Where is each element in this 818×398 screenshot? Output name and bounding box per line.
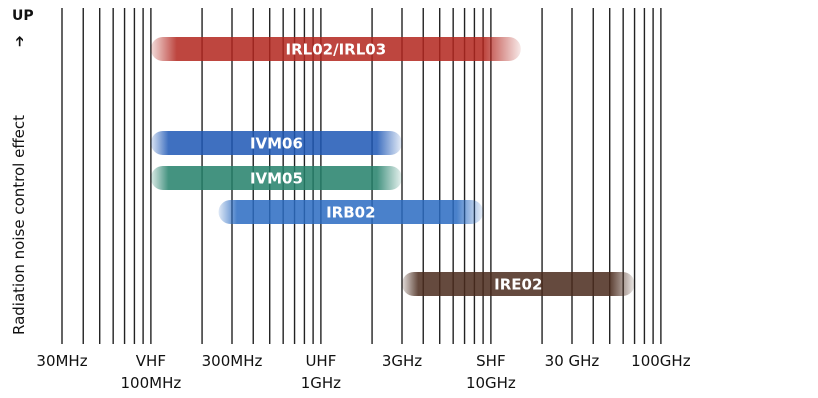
up-arrow-icon: ➔ [12, 35, 28, 47]
x-tick-labels: 30MHz VHF 300MHz UHF 3GHz SHF 30 GHz 100GHz 100M… [36, 352, 690, 392]
band-ivm06 [150, 131, 402, 155]
y-axis-label: Radiation noise control effect [10, 115, 28, 335]
band-label: IRL02/IRL03 [286, 41, 387, 59]
x-tick-label: 1GHz [301, 374, 341, 392]
x-tick-label: 30MHz [36, 352, 87, 370]
x-tick-label: 100GHz [631, 352, 691, 370]
band-label: IVM06 [250, 135, 303, 153]
up-label: UP [12, 8, 34, 24]
x-tick-label: 30 GHz [545, 352, 600, 370]
band-ire02 [402, 272, 635, 296]
band-label: IRE02 [494, 276, 542, 294]
band-ivm05 [150, 166, 402, 190]
x-tick-label: SHF [476, 352, 505, 370]
product-bands: IRL02/IRL03 IVM06 IVM05 IRB02 IRE02 [150, 37, 635, 296]
x-tick-label: 3GHz [382, 352, 422, 370]
band-irb02 [218, 200, 484, 224]
x-tick-label: 10GHz [466, 374, 516, 392]
x-tick-label: 100MHz [121, 374, 182, 392]
band-label: IVM05 [250, 170, 303, 188]
band-irl02-irl03 [150, 37, 521, 61]
x-tick-label: VHF [136, 352, 166, 370]
x-tick-label: UHF [305, 352, 336, 370]
x-tick-label: 300MHz [202, 352, 263, 370]
band-label: IRB02 [326, 204, 375, 222]
